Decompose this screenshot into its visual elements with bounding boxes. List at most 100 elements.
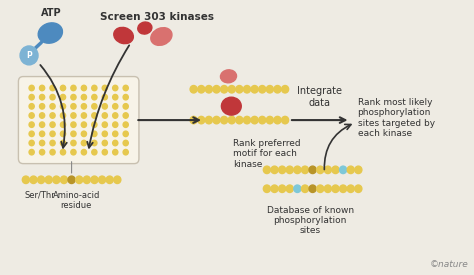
Circle shape [259, 86, 266, 93]
Ellipse shape [221, 97, 241, 115]
Circle shape [50, 122, 55, 127]
Circle shape [50, 131, 55, 137]
Circle shape [82, 122, 86, 127]
Circle shape [102, 122, 108, 127]
Circle shape [60, 104, 65, 109]
Circle shape [259, 116, 266, 124]
Circle shape [220, 86, 228, 93]
Circle shape [45, 176, 52, 183]
Circle shape [39, 85, 45, 91]
Text: ATP: ATP [41, 8, 62, 18]
Circle shape [92, 131, 97, 137]
Circle shape [355, 185, 362, 192]
Circle shape [39, 104, 45, 109]
Circle shape [332, 166, 339, 174]
Circle shape [29, 85, 34, 91]
Circle shape [39, 122, 45, 127]
Ellipse shape [151, 28, 172, 45]
Circle shape [60, 176, 67, 183]
Circle shape [317, 166, 324, 174]
Circle shape [92, 122, 97, 127]
Circle shape [244, 86, 251, 93]
Text: Ser/Thr: Ser/Thr [24, 191, 55, 200]
Text: Amino-acid
residue: Amino-acid residue [53, 191, 100, 210]
Circle shape [228, 116, 235, 124]
Ellipse shape [138, 22, 152, 34]
Circle shape [99, 176, 106, 183]
Circle shape [123, 85, 128, 91]
Circle shape [53, 176, 60, 183]
Circle shape [190, 86, 197, 93]
Circle shape [92, 94, 97, 100]
Circle shape [29, 94, 34, 100]
Circle shape [71, 104, 76, 109]
Text: Rank preferred
motif for each
kinase: Rank preferred motif for each kinase [233, 139, 301, 169]
Circle shape [251, 86, 258, 93]
Circle shape [282, 86, 289, 93]
Circle shape [92, 149, 97, 155]
Circle shape [123, 104, 128, 109]
Circle shape [113, 104, 118, 109]
Text: ©nature: ©nature [430, 260, 469, 269]
Circle shape [102, 113, 108, 118]
Circle shape [220, 116, 228, 124]
Circle shape [213, 86, 220, 93]
Circle shape [198, 116, 205, 124]
Circle shape [123, 113, 128, 118]
Circle shape [355, 166, 362, 174]
Circle shape [113, 131, 118, 137]
Circle shape [29, 113, 34, 118]
Circle shape [102, 94, 108, 100]
Circle shape [71, 94, 76, 100]
Circle shape [82, 140, 86, 146]
Circle shape [92, 104, 97, 109]
Circle shape [60, 131, 65, 137]
Circle shape [60, 149, 65, 155]
Circle shape [271, 185, 278, 192]
Circle shape [332, 185, 339, 192]
Circle shape [29, 131, 34, 137]
Circle shape [264, 185, 271, 192]
Circle shape [102, 104, 108, 109]
Circle shape [213, 116, 220, 124]
Circle shape [264, 166, 271, 174]
Ellipse shape [38, 23, 63, 43]
Circle shape [347, 166, 354, 174]
Circle shape [29, 140, 34, 146]
Circle shape [50, 104, 55, 109]
Circle shape [286, 166, 293, 174]
Circle shape [50, 94, 55, 100]
Circle shape [82, 149, 86, 155]
Circle shape [82, 113, 86, 118]
Circle shape [60, 94, 65, 100]
Circle shape [274, 116, 281, 124]
Circle shape [60, 122, 65, 127]
Circle shape [114, 176, 121, 183]
Circle shape [39, 113, 45, 118]
Circle shape [228, 86, 235, 93]
Text: Integrate
data: Integrate data [297, 86, 342, 108]
Circle shape [50, 149, 55, 155]
Circle shape [82, 94, 86, 100]
Circle shape [266, 116, 273, 124]
Circle shape [71, 85, 76, 91]
Circle shape [236, 116, 243, 124]
Circle shape [39, 140, 45, 146]
Circle shape [82, 131, 86, 137]
Circle shape [30, 176, 37, 183]
Circle shape [68, 176, 75, 183]
Circle shape [29, 149, 34, 155]
Circle shape [76, 176, 83, 183]
Circle shape [282, 116, 289, 124]
Circle shape [279, 166, 286, 174]
Circle shape [29, 122, 34, 127]
Circle shape [205, 86, 212, 93]
Circle shape [60, 113, 65, 118]
Circle shape [271, 166, 278, 174]
Circle shape [113, 140, 118, 146]
Circle shape [60, 140, 65, 146]
Circle shape [102, 149, 108, 155]
Circle shape [113, 85, 118, 91]
Circle shape [347, 185, 354, 192]
Circle shape [71, 140, 76, 146]
